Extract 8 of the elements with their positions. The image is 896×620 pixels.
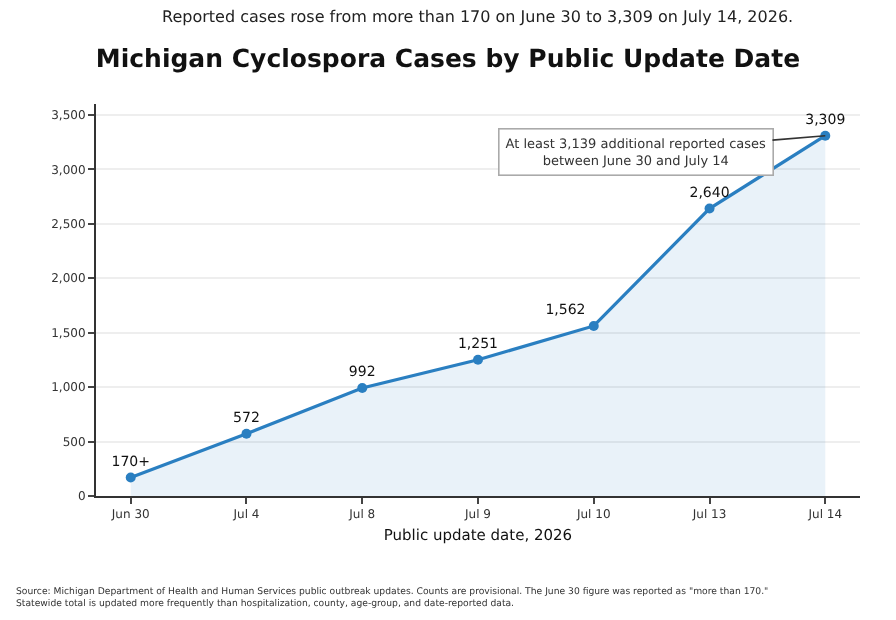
point xyxy=(241,428,252,439)
point xyxy=(704,203,715,214)
point xyxy=(357,382,368,393)
point xyxy=(125,472,136,483)
point xyxy=(473,354,483,365)
chart-title: Michigan Cyclospora Cases by Public Update Date xyxy=(95,43,801,74)
point xyxy=(588,320,599,331)
chart-subtitle: Reported cases rose from more than 170 on June 30 to 3,309 on July 14, 2026. xyxy=(162,8,794,26)
